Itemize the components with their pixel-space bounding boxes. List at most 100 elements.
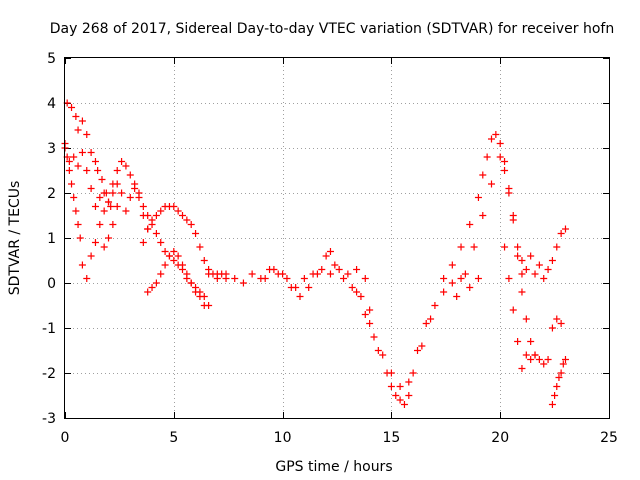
data-point (531, 351, 539, 359)
data-point (170, 257, 178, 264)
data-point (326, 248, 334, 255)
data-point (561, 356, 569, 363)
data-point (326, 270, 334, 278)
series-arc-4 (100, 185, 208, 309)
y-tick-label: 3 (47, 141, 56, 157)
data-point (448, 261, 456, 269)
chart-title: Day 268 of 2017, Sidereal Day-to-day VTE… (50, 21, 614, 37)
data-point (548, 324, 556, 332)
series-arc-11 (440, 131, 526, 282)
y-tick-label: 2 (47, 186, 56, 202)
y-tick-labels: -3 -2 -1 0 1 2 3 4 5 (42, 51, 56, 427)
data-point (527, 356, 535, 363)
data-point (366, 320, 374, 327)
data-point (126, 194, 134, 201)
data-point (400, 401, 408, 408)
data-point (87, 185, 95, 192)
data-point (531, 270, 539, 278)
data-point (91, 203, 99, 210)
plot-frame (64, 57, 610, 419)
y-tick-label: 4 (47, 96, 56, 112)
data-point (440, 275, 448, 282)
series-arc-5 (139, 203, 230, 282)
data-point (187, 221, 195, 228)
data-point (98, 176, 106, 183)
data-point (170, 248, 178, 255)
x-tick-label: 0 (61, 430, 70, 446)
data-point (374, 347, 382, 354)
data-point (527, 338, 535, 345)
data-point (440, 288, 448, 296)
data-point (387, 383, 395, 390)
data-point (509, 216, 517, 224)
data-point (105, 234, 113, 242)
data-point (83, 275, 91, 282)
data-point (335, 266, 343, 273)
data-point (68, 104, 76, 111)
data-point (72, 207, 80, 215)
data-point (144, 288, 152, 296)
data-point (548, 401, 556, 408)
data-point (248, 270, 256, 278)
data-point (453, 293, 461, 300)
data-point (418, 342, 426, 350)
data-point (135, 189, 143, 197)
data-point (113, 180, 121, 188)
data-point (157, 207, 165, 215)
data-point (470, 243, 478, 251)
data-point (78, 117, 86, 125)
data-point (139, 203, 147, 210)
data-point (152, 212, 160, 219)
data-point (205, 302, 213, 309)
data-point (466, 221, 474, 228)
data-point (78, 149, 86, 156)
data-point (548, 257, 556, 264)
data-point (165, 252, 173, 260)
data-point (78, 261, 86, 269)
data-point (518, 270, 526, 278)
data-point (183, 216, 191, 224)
data-point (122, 162, 130, 170)
data-point (283, 275, 291, 282)
y-tick-label: 0 (47, 276, 56, 292)
data-point (65, 158, 73, 165)
data-point (279, 270, 287, 278)
data-point (74, 162, 82, 170)
data-point (518, 365, 526, 372)
data-point (559, 360, 567, 368)
data-point (148, 216, 156, 224)
series-arc-6 (144, 248, 213, 309)
series-arc-12 (453, 153, 539, 359)
series-arc-15 (548, 356, 569, 408)
data-point (487, 180, 495, 188)
data-point (553, 315, 561, 323)
data-point (87, 149, 95, 156)
x-tick-label: 25 (600, 430, 618, 446)
data-point (348, 284, 356, 291)
data-point (74, 221, 82, 228)
data-point (170, 203, 178, 210)
data-point (487, 135, 495, 143)
data-point (205, 270, 213, 278)
data-point (555, 374, 563, 381)
data-point (483, 153, 491, 161)
data-point (157, 270, 165, 278)
data-point (161, 248, 169, 255)
data-point (313, 270, 321, 278)
data-point (102, 189, 110, 197)
data-point (287, 284, 295, 291)
data-point (87, 252, 95, 260)
data-point (501, 158, 509, 165)
data-point (296, 293, 304, 300)
series-arc-14 (518, 225, 569, 282)
data-point (514, 243, 522, 251)
data-point (544, 356, 552, 363)
data-point (72, 113, 80, 120)
data-point (557, 320, 565, 327)
y-tick-label: 5 (47, 51, 56, 67)
data-point (448, 279, 456, 287)
data-point (340, 275, 348, 282)
x-axis-label: GPS time / hours (275, 459, 392, 475)
x-tick-label: 10 (274, 430, 292, 446)
data-point (68, 180, 76, 188)
